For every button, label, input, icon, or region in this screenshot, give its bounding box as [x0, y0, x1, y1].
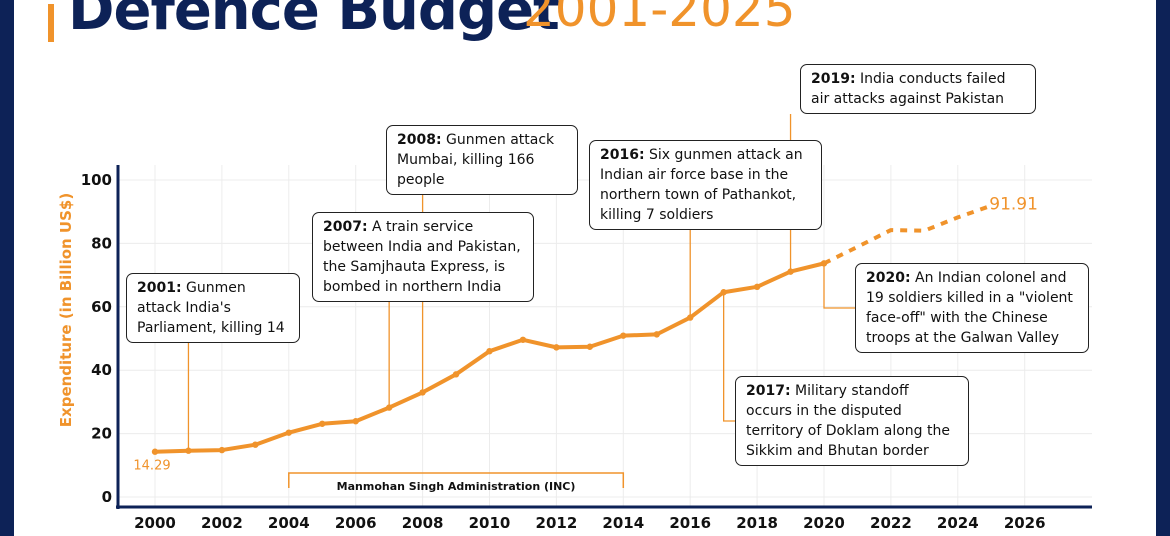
annotation-2020: 2020: An Indian colonel and 19 soldiers … — [855, 263, 1089, 353]
x-tick-label: 2002 — [201, 514, 243, 532]
y-tick-label: 60 — [91, 298, 112, 316]
x-tick-label: 2024 — [937, 514, 979, 532]
data-point — [653, 331, 660, 338]
right-frame-border — [1156, 0, 1170, 536]
y-tick-label: 0 — [102, 488, 112, 506]
data-point — [452, 371, 460, 378]
data-point — [620, 332, 627, 339]
title-main: Defence Budget — [68, 0, 560, 43]
data-point — [586, 343, 594, 350]
administration-bracket — [288, 472, 625, 488]
annotation-connector — [823, 263, 855, 309]
data-point — [486, 347, 493, 355]
annotation-2016: 2016: Six gunmen attack an Indian air fo… — [589, 140, 822, 230]
annotation-connector — [723, 292, 735, 422]
title-years: 2001-2025 — [523, 0, 796, 38]
x-tick-label: 2000 — [134, 514, 176, 532]
x-tick-label: 2008 — [402, 514, 444, 532]
data-point — [352, 418, 359, 425]
x-tick-label: 2026 — [1004, 514, 1046, 532]
x-tick-label: 2018 — [736, 514, 778, 532]
annotation-2007: 2007: A train service between India and … — [312, 212, 534, 302]
data-point — [787, 268, 794, 275]
data-point — [419, 389, 426, 396]
value-label: 91.91 — [989, 195, 1038, 215]
x-tick-label: 2012 — [536, 514, 578, 532]
projection-line — [823, 203, 992, 266]
data-point — [385, 404, 393, 411]
x-tick-label: 2014 — [602, 514, 644, 532]
x-tick-label: 2022 — [870, 514, 912, 532]
x-tick-label: 2016 — [669, 514, 711, 532]
y-tick-label: 20 — [91, 425, 112, 443]
x-tick-label: 2010 — [469, 514, 511, 532]
data-point — [319, 420, 326, 427]
y-tick-label: 80 — [91, 234, 112, 252]
annotation-2019: 2019: India conducts failed air attacks … — [800, 64, 1036, 114]
x-tick-label: 2006 — [335, 514, 377, 532]
y-tick-label: 40 — [91, 361, 112, 379]
x-tick-label: 2004 — [268, 514, 310, 532]
data-point — [553, 344, 560, 351]
data-point — [753, 283, 761, 291]
administration-label: Manmohan Singh Administration (INC) — [337, 480, 576, 493]
annotation-2001: 2001: Gunmen attack India's Parliament, … — [126, 273, 300, 343]
data-point — [218, 446, 226, 454]
annotation-2008: 2008: Gunmen attack Mumbai, killing 166 … — [386, 125, 578, 195]
left-frame-border — [0, 0, 14, 536]
data-point — [519, 336, 527, 343]
annotation-2017: 2017: Military standoff occurs in the di… — [735, 376, 969, 466]
data-point — [687, 314, 694, 321]
y-axis-label: Expenditure (in Billion US$) — [57, 193, 75, 427]
data-point — [151, 448, 159, 455]
x-tick-label: 2020 — [803, 514, 845, 532]
y-tick-label: 100 — [81, 171, 112, 189]
title-accent-bar — [48, 4, 54, 42]
data-point — [285, 429, 292, 436]
value-label: 14.29 — [133, 459, 170, 474]
data-point — [720, 289, 727, 296]
data-point — [252, 441, 259, 448]
data-point — [185, 447, 192, 454]
